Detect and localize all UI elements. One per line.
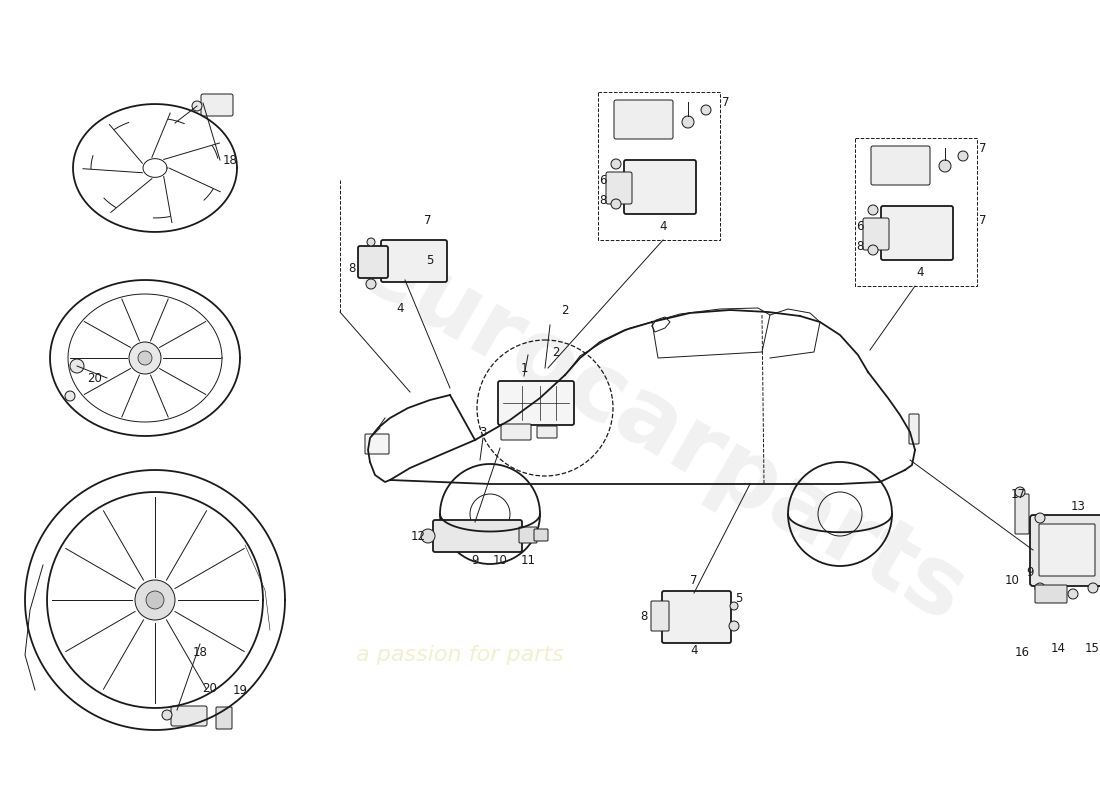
Circle shape [138, 351, 152, 365]
Text: a passion for parts: a passion for parts [356, 645, 564, 665]
FancyBboxPatch shape [537, 426, 557, 438]
Text: 14: 14 [1050, 642, 1066, 654]
FancyBboxPatch shape [534, 529, 548, 541]
Text: 8: 8 [600, 194, 607, 206]
Text: 1: 1 [520, 362, 528, 374]
FancyBboxPatch shape [1015, 494, 1028, 534]
Circle shape [129, 342, 161, 374]
FancyBboxPatch shape [909, 414, 918, 444]
Text: 10: 10 [493, 554, 507, 566]
Circle shape [146, 591, 164, 609]
Circle shape [421, 529, 434, 543]
FancyBboxPatch shape [433, 520, 522, 552]
Text: 7: 7 [691, 574, 697, 586]
Text: 4: 4 [396, 302, 404, 314]
Circle shape [730, 602, 738, 610]
Text: 19: 19 [232, 683, 248, 697]
Circle shape [162, 710, 172, 720]
Text: 7: 7 [425, 214, 431, 226]
Text: 10: 10 [1004, 574, 1020, 586]
Text: 4: 4 [916, 266, 924, 279]
Text: 8: 8 [349, 262, 355, 274]
Text: 11: 11 [520, 554, 536, 566]
Circle shape [1035, 513, 1045, 523]
Text: 7: 7 [979, 214, 987, 226]
FancyBboxPatch shape [1035, 585, 1067, 603]
FancyBboxPatch shape [170, 706, 207, 726]
FancyBboxPatch shape [216, 707, 232, 729]
FancyBboxPatch shape [358, 246, 388, 278]
Text: 18: 18 [192, 646, 208, 658]
FancyBboxPatch shape [365, 434, 389, 454]
Circle shape [958, 151, 968, 161]
Circle shape [868, 205, 878, 215]
Text: 9: 9 [1026, 566, 1034, 578]
Text: 12: 12 [410, 530, 426, 542]
Text: 13: 13 [1070, 499, 1086, 513]
Circle shape [367, 238, 375, 246]
FancyBboxPatch shape [881, 206, 953, 260]
FancyBboxPatch shape [1030, 515, 1100, 586]
Text: 18: 18 [222, 154, 238, 166]
FancyBboxPatch shape [500, 424, 531, 440]
Text: 2: 2 [561, 303, 569, 317]
Text: 5: 5 [735, 591, 743, 605]
Text: 3: 3 [480, 426, 486, 438]
FancyBboxPatch shape [201, 94, 233, 116]
Circle shape [65, 391, 75, 401]
Text: 20: 20 [88, 371, 102, 385]
FancyBboxPatch shape [519, 527, 537, 543]
Circle shape [1068, 589, 1078, 599]
Text: 6: 6 [856, 219, 864, 233]
Circle shape [868, 245, 878, 255]
Text: 6: 6 [600, 174, 607, 186]
Text: eurocarparts: eurocarparts [339, 218, 981, 642]
FancyBboxPatch shape [1040, 524, 1094, 576]
Circle shape [192, 101, 202, 111]
Text: 15: 15 [1085, 642, 1099, 654]
FancyBboxPatch shape [498, 381, 574, 425]
Text: 7: 7 [979, 142, 987, 154]
Text: 20: 20 [202, 682, 218, 694]
Text: 4: 4 [659, 221, 667, 234]
FancyBboxPatch shape [614, 100, 673, 139]
FancyBboxPatch shape [651, 601, 669, 631]
FancyBboxPatch shape [624, 160, 696, 214]
Circle shape [610, 199, 621, 209]
Text: 5: 5 [427, 254, 433, 266]
Circle shape [701, 105, 711, 115]
Text: 8: 8 [640, 610, 648, 622]
FancyBboxPatch shape [606, 172, 632, 204]
FancyBboxPatch shape [662, 591, 732, 643]
Circle shape [1035, 583, 1045, 593]
Text: 2: 2 [552, 346, 560, 358]
Circle shape [135, 580, 175, 620]
Circle shape [366, 279, 376, 289]
Circle shape [1015, 487, 1025, 497]
Text: 7: 7 [723, 95, 729, 109]
Circle shape [939, 160, 952, 172]
FancyBboxPatch shape [864, 218, 889, 250]
Circle shape [729, 621, 739, 631]
FancyBboxPatch shape [381, 240, 447, 282]
Text: 16: 16 [1014, 646, 1030, 658]
Text: 4: 4 [691, 643, 697, 657]
FancyBboxPatch shape [871, 146, 930, 185]
Circle shape [610, 159, 621, 169]
Text: 9: 9 [471, 554, 478, 566]
Circle shape [70, 359, 84, 373]
Text: 8: 8 [856, 239, 864, 253]
Circle shape [682, 116, 694, 128]
Text: 17: 17 [1011, 487, 1025, 501]
Circle shape [1088, 583, 1098, 593]
